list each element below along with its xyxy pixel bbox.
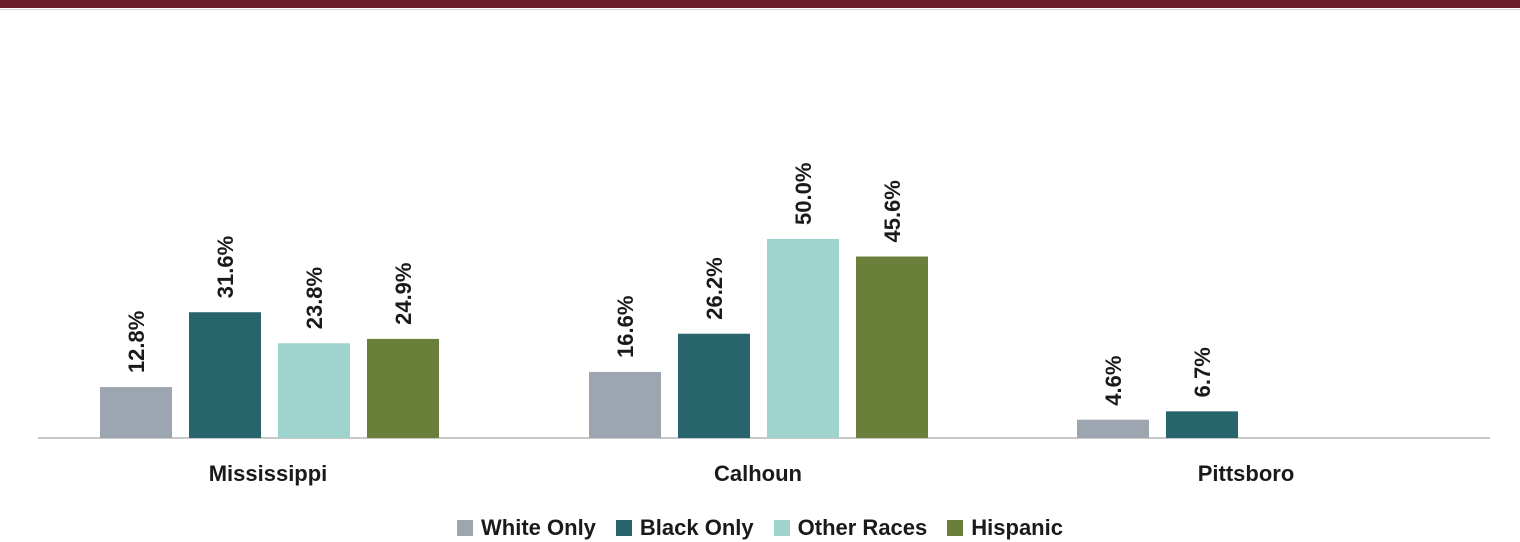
category-label-mississippi: Mississippi: [209, 461, 328, 486]
bar-white-only-pittsboro: [1077, 419, 1149, 438]
header-divider: [0, 9, 1520, 10]
legend-label: Other Races: [797, 515, 928, 540]
data-label: 4.6%: [1101, 356, 1126, 406]
data-label: 12.8%: [124, 311, 149, 373]
bar-other-races-mississippi: [278, 343, 350, 438]
data-label: 24.9%: [391, 263, 416, 325]
chart-legend: White Only Black Only Other Races Hispanic: [0, 514, 1520, 542]
data-label: 6.7%: [1190, 347, 1215, 397]
category-label-pittsboro: Pittsboro: [1198, 461, 1295, 486]
data-label: 50.0%: [791, 163, 816, 225]
legend-swatch: [457, 520, 474, 536]
category-label-calhoun: Calhoun: [714, 461, 802, 486]
bar-hispanic-mississippi: [367, 338, 439, 438]
legend-swatch: [947, 520, 964, 536]
data-label: 45.6%: [880, 180, 905, 242]
legend-label: Hispanic: [971, 515, 1063, 540]
legend-item: Hispanic: [947, 515, 1063, 541]
bar-white-only-mississippi: [100, 387, 172, 438]
legend-swatch: [773, 520, 790, 536]
legend-label: Black Only: [639, 515, 754, 540]
bar-hispanic-calhoun: [856, 256, 928, 438]
bar-other-races-calhoun: [767, 239, 839, 438]
bar-black-only-pittsboro: [1166, 411, 1238, 438]
bar-chart: 12.8% 16.6% 4.6% 31.6% 26.2% 6.7% 23.8% 50.0% 24…: [38, 163, 1490, 486]
legend-label: White Only: [481, 515, 596, 540]
data-label: 31.6%: [213, 236, 238, 298]
data-label: 16.6%: [613, 296, 638, 358]
data-label: 26.2%: [702, 257, 727, 319]
bar-white-only-calhoun: [589, 371, 661, 438]
legend-item: White Only: [457, 515, 596, 541]
legend-item: Black Only: [615, 515, 754, 541]
header-accent-bar: [0, 0, 1520, 8]
legend-swatch: [615, 520, 632, 536]
bar-black-only-mississippi: [189, 312, 261, 438]
bar-black-only-calhoun: [678, 333, 750, 438]
legend-item: Other Races: [773, 515, 928, 541]
data-label: 23.8%: [302, 267, 327, 329]
